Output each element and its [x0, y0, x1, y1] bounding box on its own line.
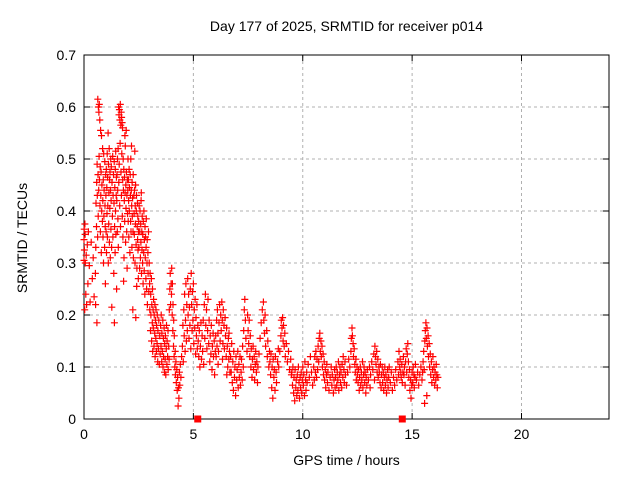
- y-tick-label: 0: [68, 411, 76, 427]
- y-tick-label: 0.1: [57, 359, 77, 375]
- y-tick-label: 0.4: [57, 203, 77, 219]
- y-tick-label: 0.6: [57, 99, 77, 115]
- zero-marker-square: [398, 415, 406, 423]
- x-axis-label: GPS time / hours: [293, 452, 400, 468]
- x-tick-label: 10: [295, 426, 311, 442]
- y-tick-label: 0.3: [57, 255, 77, 271]
- x-tick-label: 0: [80, 426, 88, 442]
- scatter-points: [80, 95, 442, 410]
- y-tick-label: 0.7: [57, 47, 77, 63]
- x-tick-label: 15: [404, 426, 420, 442]
- y-tick-label: 0.2: [57, 307, 77, 323]
- x-tick-label: 5: [189, 426, 197, 442]
- y-tick-label: 0.5: [57, 151, 77, 167]
- x-tick-label: 20: [514, 426, 530, 442]
- chart-title: Day 177 of 2025, SRMTID for receiver p01…: [209, 18, 484, 34]
- zero-marker-square: [194, 415, 202, 423]
